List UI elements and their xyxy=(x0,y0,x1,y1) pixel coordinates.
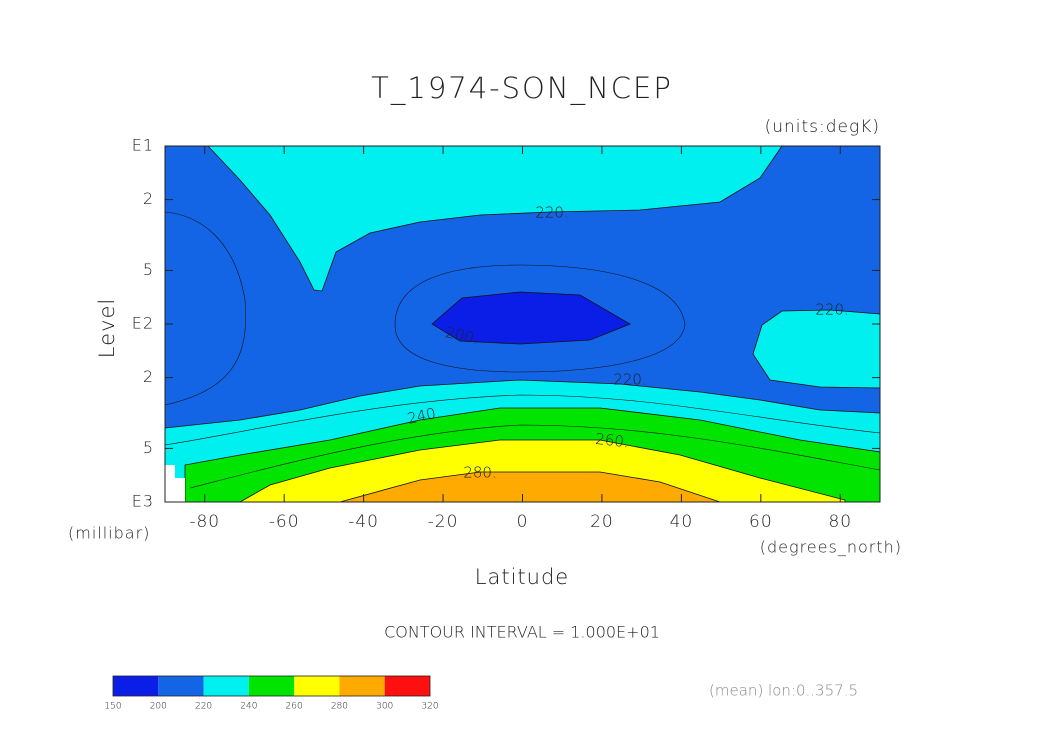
colorbar-segment xyxy=(248,676,295,696)
y-units: (millibar) xyxy=(68,524,150,543)
colorbar-label: 300 xyxy=(376,702,393,712)
contour-label: 220. xyxy=(815,301,848,319)
contour-label: 220. xyxy=(535,204,568,222)
contour-label: 220. xyxy=(613,371,646,389)
y-tick-label: E2 xyxy=(132,314,154,333)
colorbar-segment xyxy=(294,676,340,696)
x-units: (degrees_north) xyxy=(760,538,902,557)
colorbar-segment xyxy=(113,676,159,696)
colorbar-label: 280 xyxy=(331,702,348,712)
colorbar-frame xyxy=(112,675,431,697)
x-tick-label: 40 xyxy=(670,512,694,532)
contour-region xyxy=(752,309,881,389)
contour-line xyxy=(164,394,881,446)
contour-region xyxy=(238,439,846,503)
x-tick-label: 20 xyxy=(590,512,614,532)
x-tick-label: 60 xyxy=(749,512,773,532)
contour-line xyxy=(394,264,686,373)
x-tick-label: -40 xyxy=(348,512,379,532)
y-axis-label: Level xyxy=(95,298,119,358)
x-tick-label: 0 xyxy=(517,512,529,532)
y-tick-label: E3 xyxy=(132,492,154,511)
x-tick-label: 80 xyxy=(828,512,852,532)
units: (units:degK) xyxy=(765,117,880,137)
contour-region xyxy=(207,145,783,292)
colorbar-label: 260 xyxy=(286,702,303,712)
colorbar-segment xyxy=(158,676,204,696)
contour-line xyxy=(189,424,881,489)
contour-label: 280. xyxy=(463,464,496,482)
y-tick-label: E1 xyxy=(132,136,154,155)
colorbar-label: 320 xyxy=(421,702,438,712)
colorbar-segment xyxy=(339,676,385,696)
missing-data xyxy=(165,465,185,502)
x-tick-label: -20 xyxy=(428,512,459,532)
y-tick-label: 2 xyxy=(143,367,154,386)
colorbar-label: 200 xyxy=(150,702,167,712)
contour-line xyxy=(164,211,247,406)
x-tick-label: -80 xyxy=(189,512,220,532)
y-tick-label: 5 xyxy=(143,260,154,279)
colorbar-label: 150 xyxy=(104,702,121,712)
colorbar-label: 240 xyxy=(240,702,257,712)
chart-title: T_1974-SON_NCEP xyxy=(371,71,673,106)
footer: CONTOUR INTERVAL = 1.000E+01 xyxy=(384,623,660,642)
x-tick-label: -60 xyxy=(269,512,300,532)
colorbar-segment xyxy=(384,676,430,696)
colorbar-label: 220 xyxy=(195,702,212,712)
plot-area: 220.200.220.220.240.260.280. xyxy=(164,145,881,503)
note: (mean) lon:0..357.5 xyxy=(709,682,858,700)
y-tick-label: 5 xyxy=(143,438,154,457)
contour-region xyxy=(431,291,631,345)
contour-label: 260. xyxy=(594,430,629,451)
x-axis-label: Latitude xyxy=(475,565,569,589)
colorbar-segment xyxy=(203,676,249,696)
y-tick-label: 2 xyxy=(143,189,154,208)
